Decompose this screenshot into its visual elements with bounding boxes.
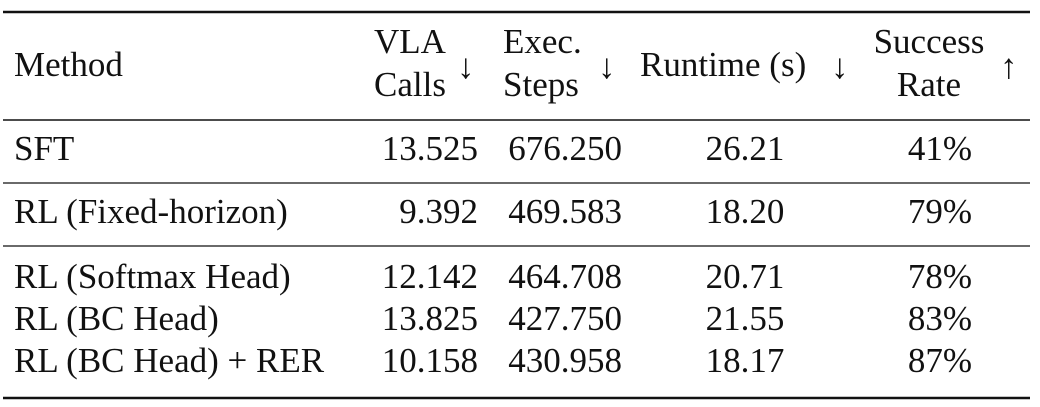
method-cell: RL (Softmax Head) bbox=[14, 257, 291, 296]
value-cell: 13.825 bbox=[382, 299, 478, 338]
header-arrow: ↓ bbox=[457, 47, 475, 86]
value-cell: 21.55 bbox=[706, 299, 785, 338]
header-arrow: ↑ bbox=[1000, 47, 1018, 86]
value-cell: 79% bbox=[908, 192, 972, 231]
header-cell: Exec. bbox=[503, 22, 582, 61]
value-cell: 464.708 bbox=[508, 257, 622, 296]
header-arrow: ↓ bbox=[831, 47, 849, 86]
value-cell: 87% bbox=[908, 341, 972, 380]
value-cell: 18.20 bbox=[706, 192, 785, 231]
value-cell: 13.525 bbox=[382, 129, 478, 168]
value-cell: 18.17 bbox=[706, 341, 785, 380]
value-cell: 9.392 bbox=[399, 192, 478, 231]
value-cell: 78% bbox=[908, 257, 972, 296]
value-cell: 10.158 bbox=[382, 341, 478, 380]
value-cell: 430.958 bbox=[508, 341, 622, 380]
value-cell: 26.21 bbox=[706, 129, 785, 168]
method-cell: RL (BC Head) + RER bbox=[14, 341, 325, 380]
header-cell: Steps bbox=[503, 65, 579, 104]
value-cell: 12.142 bbox=[382, 257, 478, 296]
value-cell: 469.583 bbox=[508, 192, 622, 231]
method-cell: SFT bbox=[14, 129, 74, 168]
header-cell: Rate bbox=[897, 65, 961, 104]
header-cell: Calls bbox=[374, 65, 446, 104]
value-cell: 676.250 bbox=[508, 129, 622, 168]
method-cell: RL (Fixed-horizon) bbox=[14, 192, 288, 231]
value-cell: 83% bbox=[908, 299, 972, 338]
header-cell: VLA bbox=[374, 22, 447, 61]
method-cell: RL (BC Head) bbox=[14, 299, 219, 338]
value-cell: 427.750 bbox=[508, 299, 622, 338]
value-cell: 41% bbox=[908, 129, 972, 168]
header-cell: Method bbox=[14, 45, 123, 84]
header-arrow: ↓ bbox=[598, 47, 616, 86]
header-cell: Success bbox=[874, 22, 985, 61]
value-cell: 20.71 bbox=[706, 257, 785, 296]
header-cell: Runtime (s) bbox=[640, 45, 806, 84]
